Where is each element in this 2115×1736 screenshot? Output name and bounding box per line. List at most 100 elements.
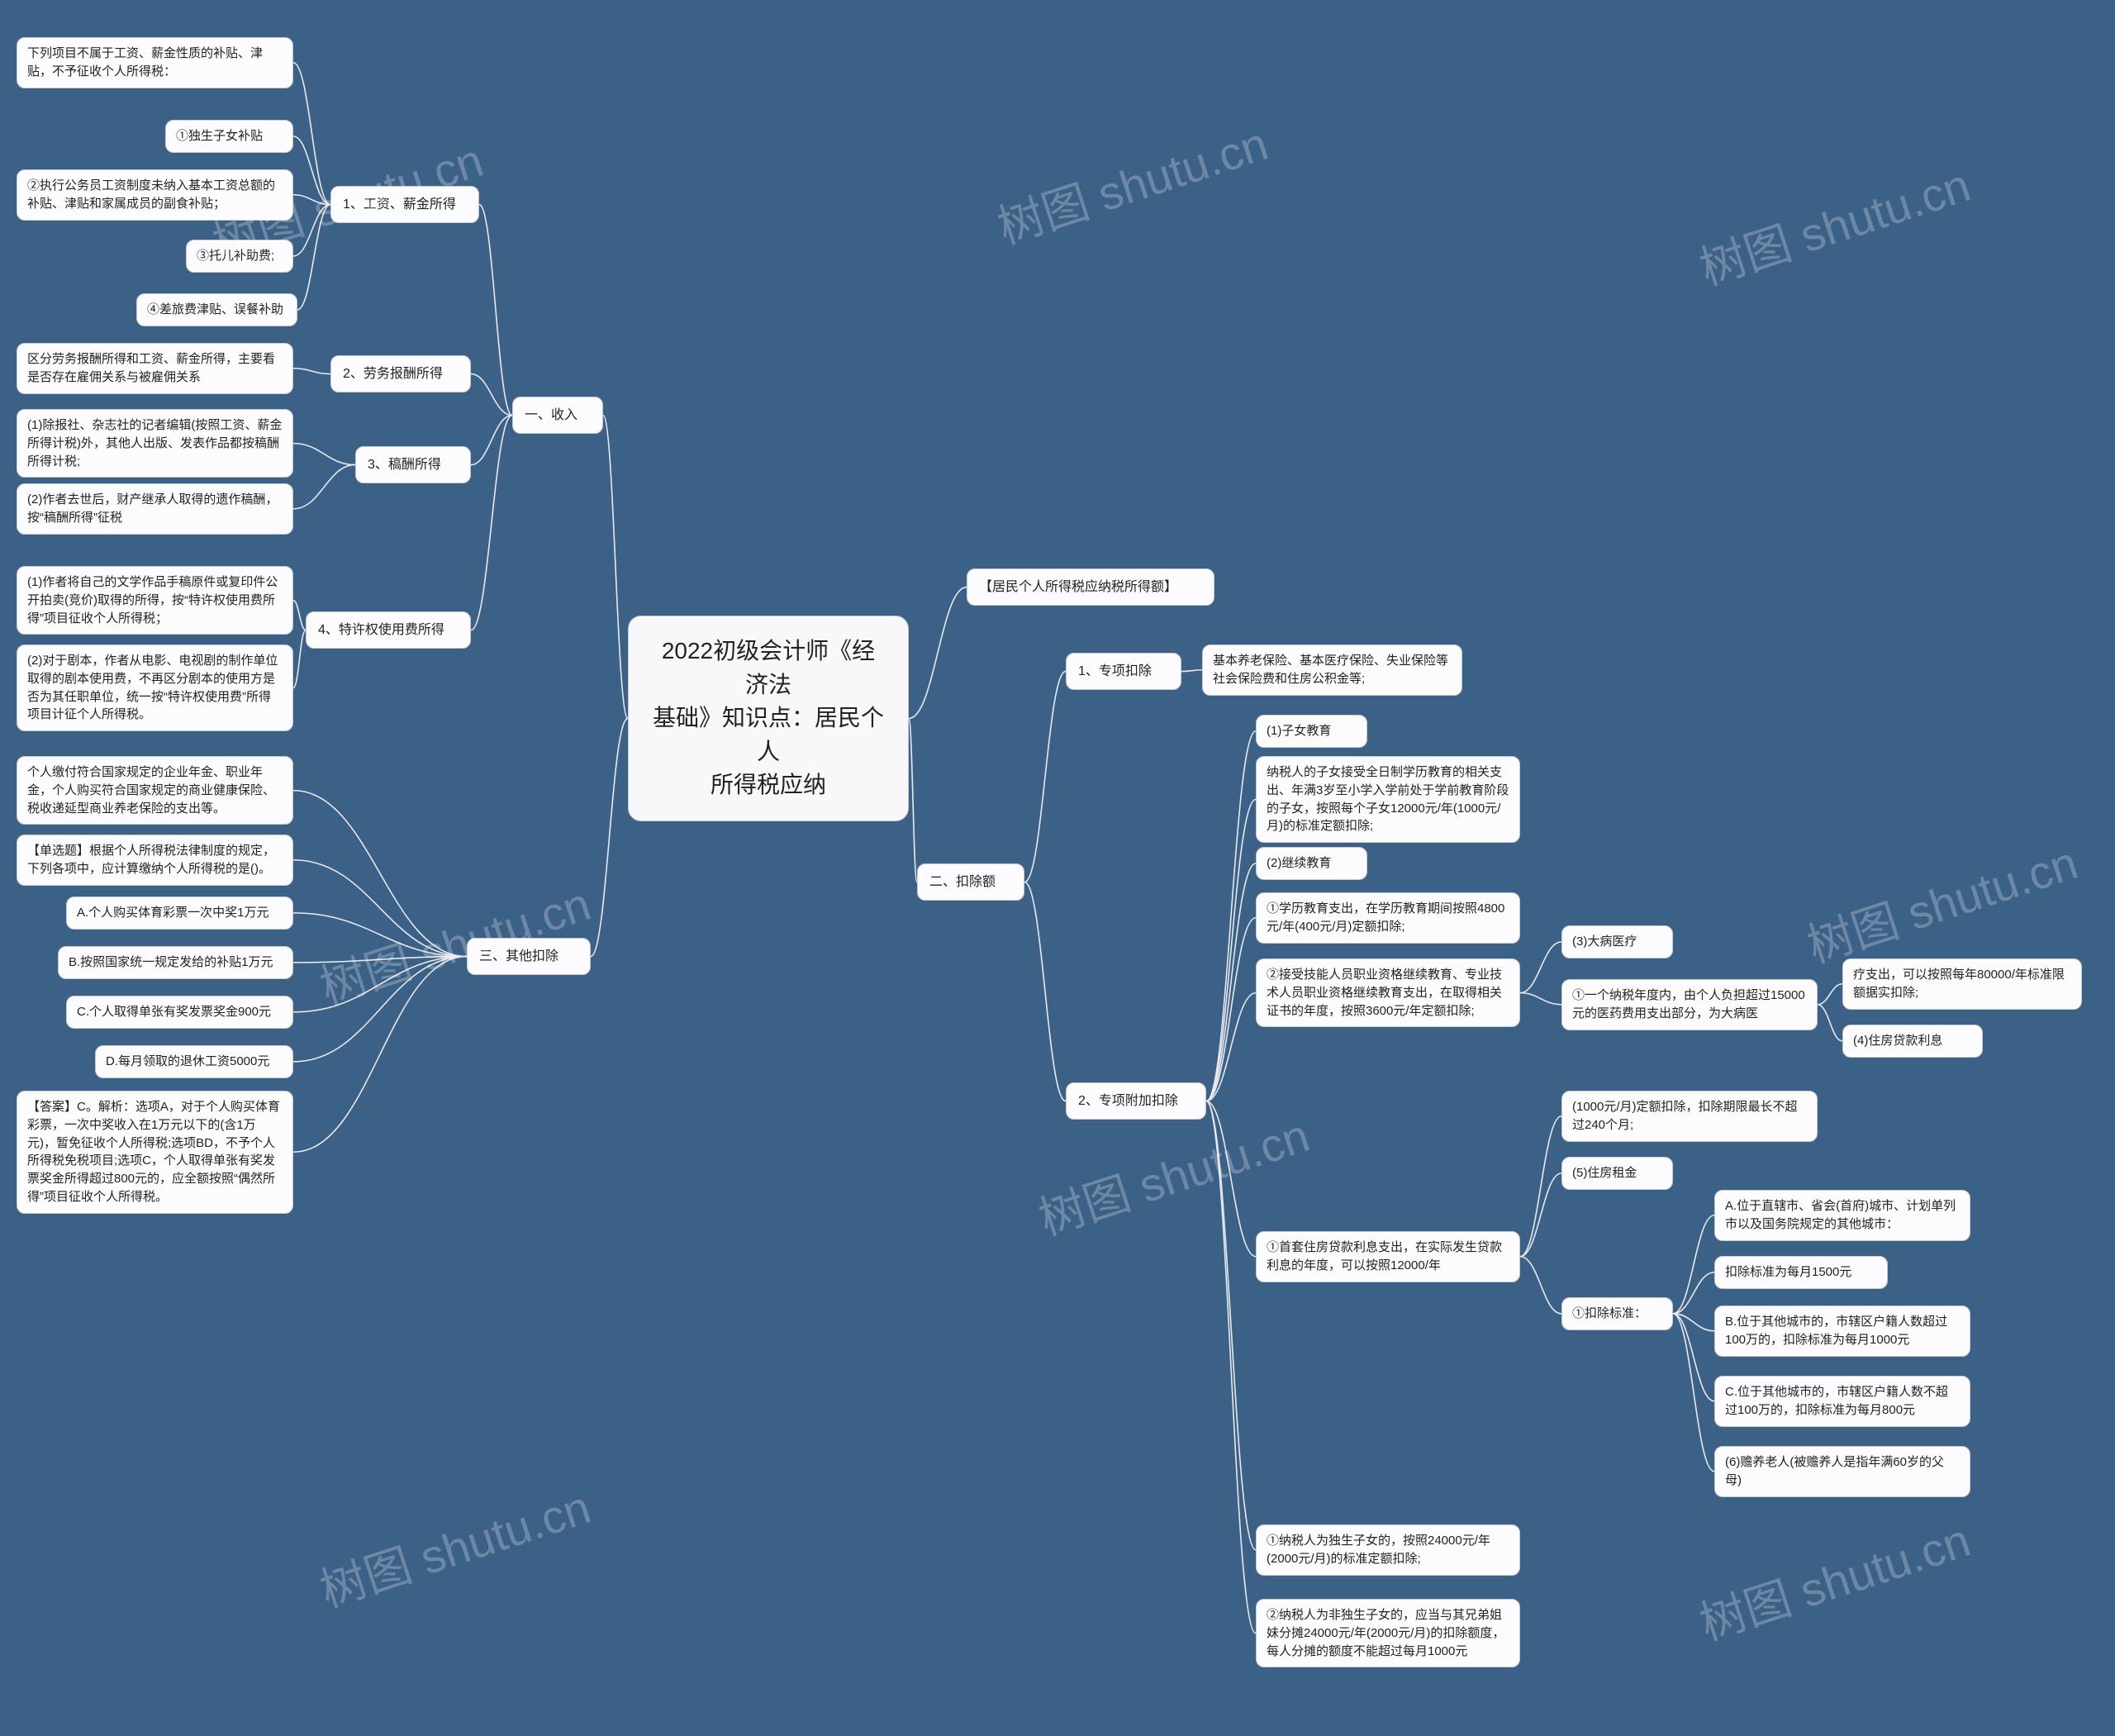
mindmap-node[interactable]: ①扣除标准： (1561, 1297, 1673, 1330)
mindmap-node[interactable]: ①纳税人为独生子女的，按照24000元/年(2000元/月)的标准定额扣除; (1256, 1524, 1520, 1576)
mindmap-node[interactable]: (2)对于剧本，作者从电影、电视剧的制作单位取得的剧本使用费，不再区分剧本的使用… (17, 644, 293, 731)
mindmap-node[interactable]: 【单选题】根据个人所得税法律制度的规定，下列各项中，应计算缴纳个人所得税的是()… (17, 835, 293, 886)
connector-path (293, 444, 355, 465)
mindmap-node[interactable]: 个人缴付符合国家规定的企业年金、职业年金，个人购买符合国家规定的商业健康保险、税… (17, 756, 293, 825)
connector-path (471, 416, 512, 465)
mindmap-node[interactable]: (1)子女教育 (1256, 715, 1367, 748)
connector-path (293, 195, 330, 205)
watermark-text: 树图 shutu.cn (311, 1471, 598, 1621)
connector-path (1673, 1314, 1714, 1331)
mindmap-node[interactable]: 疗支出，可以按照每年80000/年标准限额据实扣除; (1842, 958, 2082, 1010)
connector-path (479, 205, 512, 416)
mindmap-node[interactable]: ①一个纳税年度内，由个人负担超过15000元的医药费用支出部分，为大病医 (1561, 979, 1818, 1030)
mindmap-node[interactable]: 一、收入 (512, 397, 603, 434)
mindmap-node[interactable]: 4、特许权使用费所得 (306, 611, 471, 649)
mindmap-node[interactable]: C.位于其他城市的，市辖区户籍人数不超过100万的，扣除标准为每月800元 (1714, 1376, 1970, 1427)
mindmap-node[interactable]: ①独生子女补贴 (165, 120, 293, 153)
mindmap-node[interactable]: (4)住房贷款利息 (1842, 1025, 1983, 1058)
connector-path (1206, 1101, 1256, 1634)
watermark-text: 树图 shutu.cn (1029, 1099, 1317, 1249)
connector-path (1206, 1101, 1256, 1550)
connector-path (1520, 942, 1561, 993)
mindmap-node[interactable]: D.每月领取的退休工资5000元 (95, 1045, 293, 1078)
mindmap-node[interactable]: 【答案】C。解析：选项A，对于个人购买体育彩票，一次中奖收入在1万元以下的(含1… (17, 1091, 293, 1214)
connector-path (1206, 731, 1256, 1101)
connector-path (293, 601, 306, 630)
connector-path (293, 957, 467, 963)
mindmap-node[interactable]: 2、专项附加扣除 (1066, 1082, 1206, 1120)
connector-path (471, 374, 512, 416)
connector-path (293, 136, 330, 205)
connector-path (293, 369, 330, 374)
connector-path (1024, 882, 1066, 1101)
connector-path (297, 205, 330, 310)
connector-path (293, 205, 330, 256)
connector-path (1673, 1272, 1714, 1314)
mindmap-node[interactable]: ①首套住房贷款利息支出，在实际发生贷款利息的年度，可以按照12000/年 (1256, 1231, 1520, 1282)
connector-path (1206, 1101, 1256, 1257)
connector-path (293, 63, 330, 205)
connector-path (1673, 1314, 1714, 1472)
mindmap-node[interactable]: 【居民个人所得税应纳税所得额】 (967, 568, 1214, 606)
watermark-text: 树图 shutu.cn (1798, 826, 2085, 977)
mindmap-node[interactable]: A.位于直辖市、省会(首府)城市、计划单列市以及国务院规定的其他城市： (1714, 1190, 1970, 1241)
connector-path (1818, 1005, 1842, 1041)
connector-path (293, 957, 467, 1153)
connector-path (591, 718, 628, 956)
mindmap-node[interactable]: ②接受技能人员职业资格继续教育、专业技术人员职业资格继续教育支出，在取得相关证书… (1256, 958, 1520, 1027)
connector-path (293, 791, 467, 957)
connector-path (293, 957, 467, 1062)
connector-path (1206, 800, 1256, 1101)
mindmap-node[interactable]: 2、劳务报酬所得 (330, 355, 471, 392)
mindmap-node[interactable]: (6)赡养老人(被赡养人是指年满60岁的父母) (1714, 1446, 1970, 1497)
connector-path (293, 860, 467, 957)
connector-path (1520, 1116, 1561, 1257)
connector-path (293, 957, 467, 1012)
mindmap-node[interactable]: ④差旅费津贴、误餐补助 (136, 293, 297, 326)
connector-path (1673, 1215, 1714, 1314)
mindmap-node[interactable]: (2)作者去世后，财产继承人取得的遗作稿酬，按“稿酬所得”征税 (17, 483, 293, 535)
mindmap-node[interactable]: 1、专项扣除 (1066, 653, 1181, 690)
connector-path (1520, 993, 1561, 1005)
connector-path (1206, 863, 1256, 1101)
mindmap-node[interactable]: 1、工资、薪金所得 (330, 186, 479, 223)
mindmap-node[interactable]: (1000元/月)定额扣除，扣除期限最长不超过240个月; (1561, 1091, 1818, 1142)
mindmap-node[interactable]: 区分劳务报酬所得和工资、薪金所得，主要看是否存在雇佣关系与被雇佣关系 (17, 343, 293, 394)
mindmap-node[interactable]: (2)继续教育 (1256, 847, 1367, 880)
mindmap-node[interactable]: 扣除标准为每月1500元 (1714, 1256, 1888, 1289)
mindmap-node[interactable]: C.个人取得单张有奖发票奖金900元 (66, 996, 293, 1029)
mindmap-node[interactable]: 3、稿酬所得 (355, 446, 471, 483)
mindmap-node[interactable]: (3)大病医疗 (1561, 925, 1673, 958)
watermark-text: 树图 shutu.cn (988, 107, 1276, 258)
connector-path (909, 587, 967, 719)
connector-path (1206, 918, 1256, 1101)
mindmap-node[interactable]: 基本养老保险、基本医疗保险、失业保险等社会保险费和住房公积金等; (1202, 644, 1462, 696)
mindmap-node[interactable]: 2022初级会计师《经济法 基础》知识点：居民个人 所得税应纳 (628, 616, 909, 821)
connector-path (1520, 1257, 1561, 1314)
mindmap-node[interactable]: (1)除报社、杂志社的记者编辑(按照工资、薪金所得计税)外，其他人出版、发表作品… (17, 409, 293, 478)
mindmap-node[interactable]: ③托儿补助费; (186, 240, 293, 273)
mindmap-node[interactable]: (1)作者将自己的文学作品手稿原件或复印件公开拍卖(竞价)取得的所得，按“特许权… (17, 566, 293, 635)
mindmap-node[interactable]: 下列项目不属于工资、薪金性质的补贴、津贴，不予征收个人所得税： (17, 37, 293, 88)
connector-path (603, 416, 628, 719)
connector-path (1181, 670, 1202, 672)
mindmap-node[interactable]: 二、扣除额 (917, 863, 1024, 901)
mindmap-node[interactable]: B.位于其他城市的，市辖区户籍人数超过100万的，扣除标准为每月1000元 (1714, 1306, 1970, 1357)
watermark-text: 树图 shutu.cn (1690, 149, 1978, 299)
mindmap-node[interactable]: ①学历教育支出，在学历教育期间按照4800元/年(400元/月)定额扣除; (1256, 892, 1520, 944)
connector-path (471, 416, 512, 630)
mindmap-node[interactable]: B.按照国家统一规定发给的补贴1万元 (58, 946, 293, 979)
connector-path (1024, 672, 1066, 882)
mindmap-node[interactable]: 三、其他扣除 (467, 938, 591, 975)
mindmap-node[interactable]: 纳税人的子女接受全日制学历教育的相关支出、年满3岁至小学入学前处于学前教育阶段的… (1256, 756, 1520, 843)
mindmap-node[interactable]: ②执行公务员工资制度未纳入基本工资总额的补贴、津贴和家属成员的副食补贴； (17, 169, 293, 221)
connector-path (293, 465, 355, 509)
mindmap-node[interactable]: A.个人购买体育彩票一次中奖1万元 (66, 897, 293, 930)
mindmap-node[interactable]: ②纳税人为非独生子女的，应当与其兄弟姐妹分摊24000元/年(2000元/月)的… (1256, 1599, 1520, 1667)
connector-path (1818, 984, 1842, 1005)
connector-path (1673, 1314, 1714, 1401)
mindmap-node[interactable]: (5)住房租金 (1561, 1157, 1673, 1190)
connector-path (293, 630, 306, 688)
connector-path (1520, 1173, 1561, 1257)
connector-path (293, 913, 467, 957)
